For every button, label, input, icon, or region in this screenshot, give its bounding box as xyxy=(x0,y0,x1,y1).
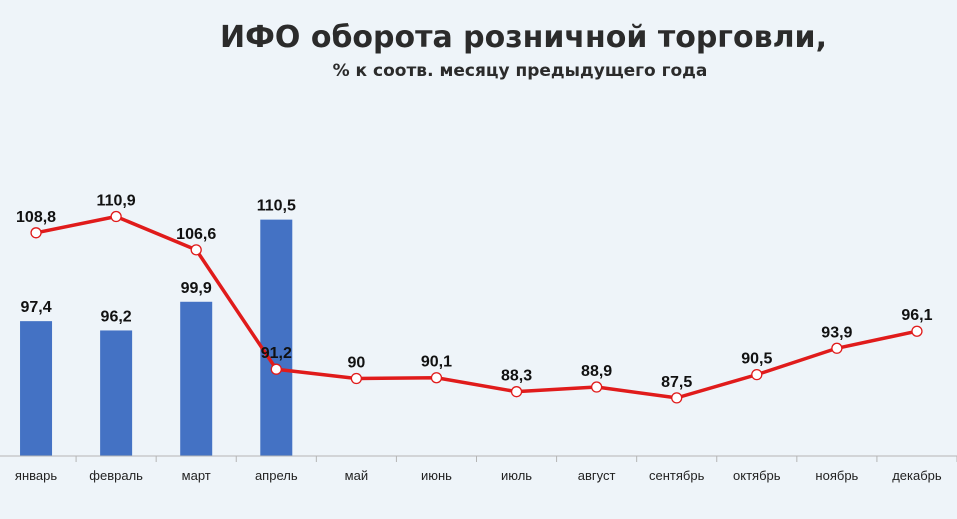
x-tick-labels: январь февраль март апрель май июнь июль август… xyxy=(15,468,942,483)
line-point-5 xyxy=(430,372,443,384)
data-labels: 97,4 96,2 99,9 110,5 108,8 110,9 106,6 91,2 90 90… xyxy=(16,193,933,391)
bar-label-3: 110,5 xyxy=(257,198,296,215)
line-label-2: 106,6 xyxy=(176,226,216,243)
bar-series xyxy=(20,219,293,456)
x-tick-label-3: апрель xyxy=(255,468,298,483)
line-point-9 xyxy=(751,368,763,381)
line-label-8: 87,5 xyxy=(661,374,692,391)
bar-label-1: 96,2 xyxy=(101,308,132,325)
line-label-11: 96,1 xyxy=(901,307,932,324)
x-tick-label-9: октябрь xyxy=(733,468,781,483)
line-point-8 xyxy=(671,392,683,404)
line-point-0 xyxy=(30,227,42,239)
bar-3 xyxy=(260,219,293,456)
line-label-9: 90,5 xyxy=(741,351,772,368)
bar-1 xyxy=(100,330,133,456)
line-point-2 xyxy=(190,244,202,256)
x-tick-label-10: ноябрь xyxy=(815,468,858,483)
line-label-4: 90 xyxy=(347,355,365,372)
chart-title: ИФО оборота розничной торговли, xyxy=(220,20,827,55)
line-point-6 xyxy=(510,386,523,398)
line-label-6: 88,3 xyxy=(501,368,532,385)
line-label-3: 91,2 xyxy=(261,345,292,362)
bar-label-0: 97,4 xyxy=(20,299,51,316)
x-tick-label-7: август xyxy=(578,468,616,483)
chart-subtitle: % к соотв. месяцу предыдущего года xyxy=(332,61,708,81)
x-tick-label-6: июль xyxy=(501,468,532,483)
line-label-5: 90,1 xyxy=(421,354,452,371)
line-point-10 xyxy=(831,342,843,354)
bar-0 xyxy=(20,321,53,456)
x-tick-label-0: январь xyxy=(15,468,57,483)
line-point-4 xyxy=(350,372,363,385)
x-tick-label-11: декабрь xyxy=(892,468,942,483)
bar-2 xyxy=(180,301,213,456)
x-tick-label-1: февраль xyxy=(89,468,143,483)
line-series xyxy=(30,210,923,404)
line-label-7: 88,9 xyxy=(581,363,612,380)
x-tick-label-5: июнь xyxy=(421,468,452,483)
line-point-3 xyxy=(270,363,282,375)
line-path xyxy=(34,214,919,400)
x-tick-label-8: сентябрь xyxy=(649,468,705,483)
line-point-7 xyxy=(590,381,603,393)
line-label-10: 93,9 xyxy=(821,324,852,341)
line-label-0: 108,8 xyxy=(16,209,56,226)
line-point-11 xyxy=(911,325,923,337)
line-label-1: 110,9 xyxy=(97,193,136,210)
x-tick-label-2: март xyxy=(182,468,211,483)
line-point-1 xyxy=(110,210,122,223)
x-tick-label-4: май xyxy=(345,468,368,483)
bar-label-2: 99,9 xyxy=(181,280,212,297)
x-axis xyxy=(0,455,957,462)
